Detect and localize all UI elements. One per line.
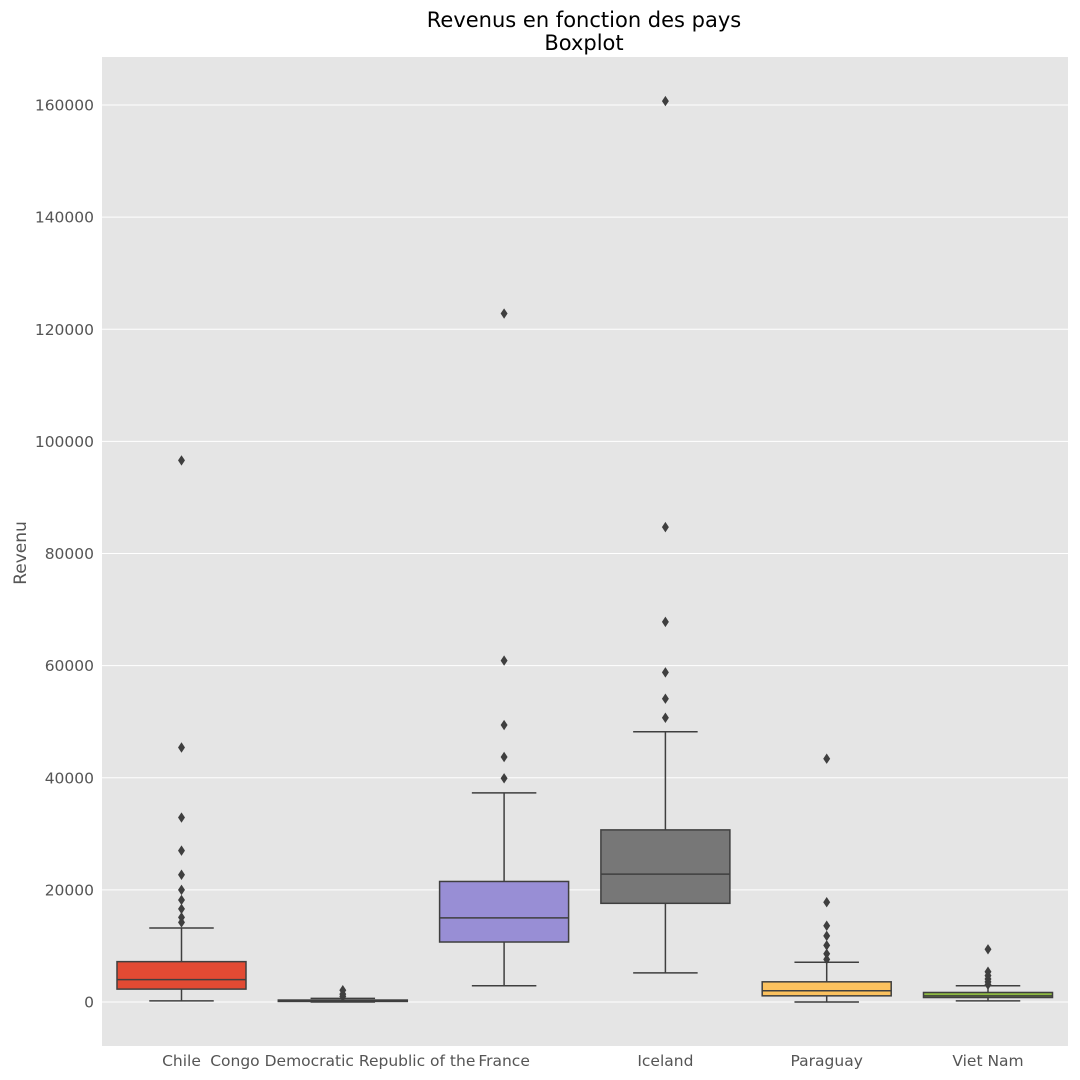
outlier-point	[178, 812, 185, 823]
outlier-point	[500, 773, 508, 784]
outlier-point	[984, 944, 992, 955]
x-tick-label: Congo Democratic Republic of the	[210, 1052, 475, 1070]
outlier-point	[178, 455, 185, 466]
iqr-box	[600, 829, 731, 905]
x-tick-labels: Chile Congo Democratic Republic of the Fra…	[162, 1052, 1024, 1070]
outlier-point	[823, 920, 831, 931]
box-group-1	[277, 985, 409, 1003]
outlier-point	[178, 884, 185, 896]
outlier-point	[661, 693, 669, 704]
y-tick-label: 0	[84, 994, 94, 1012]
y-tick-label: 120000	[35, 321, 94, 339]
y-tick-labels: 0 20000 40000 60000 80000 100000 120000 140000 1…	[35, 97, 94, 1012]
chart-title: Revenus en fonction des pays	[427, 8, 742, 32]
outlier-point	[178, 742, 185, 753]
chart-subtitle: Boxplot	[544, 31, 623, 55]
box-group-0	[116, 455, 247, 1002]
x-tick-label: Paraguay	[791, 1052, 863, 1070]
outlier-point	[661, 521, 669, 533]
box-group-2	[438, 308, 570, 987]
outlier-point	[823, 896, 831, 908]
plot-area-background	[102, 57, 1068, 1046]
outlier-point	[178, 912, 185, 923]
outlier-point	[823, 930, 831, 942]
outlier-point	[661, 712, 669, 723]
outlier-point	[823, 948, 831, 960]
y-tick-label: 100000	[35, 433, 94, 451]
outlier-point	[823, 753, 831, 764]
y-tick-label: 60000	[45, 657, 94, 675]
box-group-5	[922, 944, 1054, 1002]
y-tick-label: 160000	[35, 97, 94, 115]
y-axis-label: Revenu	[11, 521, 31, 585]
box-group-3	[600, 95, 731, 974]
outlier-point	[500, 655, 508, 666]
outlier-point	[500, 719, 508, 731]
box-plots	[116, 95, 1054, 1003]
outlier-point	[339, 985, 347, 996]
iqr-box	[116, 960, 247, 990]
outlier-point	[178, 894, 185, 906]
y-tick-label: 20000	[45, 881, 94, 899]
outlier-point	[661, 667, 669, 678]
outlier-point	[661, 95, 669, 107]
iqr-box	[438, 880, 570, 943]
outlier-point	[178, 903, 185, 915]
outlier-point	[178, 869, 185, 880]
x-tick-label: Chile	[162, 1052, 201, 1070]
outlier-point	[823, 940, 831, 951]
outlier-point	[661, 616, 669, 628]
y-tick-label: 40000	[45, 769, 94, 787]
box-group-4	[761, 753, 892, 1003]
x-tick-label: France	[478, 1052, 530, 1070]
y-tick-label: 80000	[45, 545, 94, 563]
x-tick-label: Iceland	[637, 1052, 693, 1070]
outlier-point	[500, 751, 508, 763]
grid-lines	[102, 104, 1068, 1003]
iqr-box	[761, 981, 892, 997]
x-tick-label: Viet Nam	[952, 1052, 1023, 1070]
outlier-point	[500, 308, 508, 319]
y-tick-label: 140000	[35, 209, 94, 227]
outlier-point	[984, 966, 992, 977]
iqr-box	[922, 991, 1054, 999]
outlier-point	[178, 845, 185, 856]
outlier-point	[823, 954, 831, 965]
